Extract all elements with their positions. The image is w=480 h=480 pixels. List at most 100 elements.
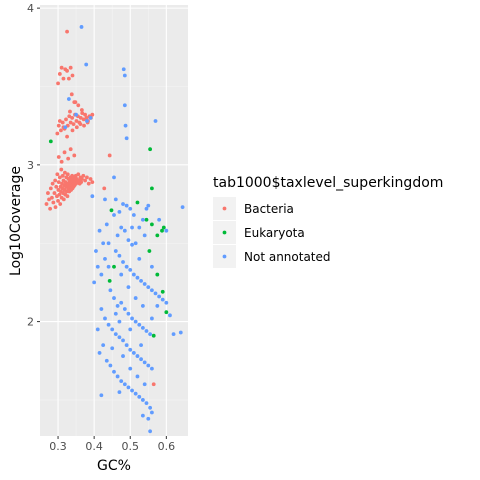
- point-eukaryota: [144, 217, 149, 222]
- point-bacteria: [65, 68, 69, 73]
- point-bacteria: [78, 115, 83, 120]
- point-not-annotated: [92, 280, 97, 285]
- point-not-annotated: [144, 401, 149, 405]
- point-bacteria: [66, 76, 71, 81]
- point-bacteria: [70, 128, 75, 133]
- point-not-annotated: [121, 260, 125, 264]
- point-bacteria: [51, 200, 56, 205]
- point-not-annotated: [153, 291, 158, 296]
- point-not-annotated: [130, 242, 134, 247]
- y-axis-title: Log10Coverage: [8, 166, 24, 276]
- point-bacteria: [57, 175, 62, 180]
- point-eukaryota: [147, 249, 152, 253]
- point-not-annotated: [155, 304, 160, 308]
- point-not-annotated: [131, 272, 136, 277]
- point-bacteria: [68, 65, 73, 70]
- point-bacteria: [59, 65, 64, 70]
- point-not-annotated: [108, 363, 113, 368]
- point-not-annotated: [150, 288, 154, 293]
- point-not-annotated: [135, 275, 140, 280]
- point-bacteria: [84, 115, 89, 120]
- point-not-annotated: [113, 197, 118, 202]
- point-not-annotated: [97, 351, 102, 355]
- point-bacteria: [58, 202, 63, 206]
- point-not-annotated: [171, 332, 176, 337]
- point-not-annotated: [115, 304, 120, 308]
- point-bacteria: [151, 382, 156, 387]
- legend-label-not-annotated: Not annotated: [244, 250, 331, 264]
- point-not-annotated: [128, 267, 133, 272]
- point-not-annotated: [137, 257, 142, 261]
- point-not-annotated: [97, 228, 102, 233]
- point-not-annotated: [126, 385, 131, 390]
- point-bacteria: [56, 155, 61, 159]
- point-not-annotated: [106, 241, 111, 246]
- point-bacteria: [88, 177, 93, 181]
- y-axis: 2 3 4: [27, 2, 40, 329]
- point-bacteria: [59, 167, 64, 172]
- point-eukaryota: [150, 222, 154, 227]
- point-bacteria: [76, 103, 81, 108]
- point-bacteria: [63, 170, 67, 175]
- point-not-annotated: [150, 410, 154, 415]
- point-bacteria: [67, 114, 72, 119]
- point-not-annotated: [112, 175, 116, 180]
- legend-title: tab1000$taxlevel_superkingdom: [213, 175, 443, 191]
- point-not-annotated: [133, 391, 138, 396]
- point-not-annotated: [124, 203, 129, 208]
- point-not-annotated: [117, 319, 122, 324]
- point-bacteria: [74, 125, 79, 130]
- point-not-annotated: [122, 382, 127, 387]
- point-not-annotated: [164, 300, 169, 305]
- legend-label-eukaryota: Eukaryota: [244, 226, 305, 240]
- point-bacteria: [79, 108, 84, 112]
- point-not-annotated: [153, 119, 158, 123]
- point-not-annotated: [139, 357, 143, 362]
- point-not-annotated: [160, 297, 165, 302]
- point-not-annotated: [113, 249, 118, 253]
- point-not-annotated: [99, 393, 104, 398]
- point-not-annotated: [130, 388, 134, 393]
- point-not-annotated: [95, 264, 100, 269]
- point-bacteria: [74, 119, 79, 123]
- point-not-annotated: [103, 197, 107, 202]
- point-bacteria: [55, 172, 60, 177]
- point-bacteria: [44, 202, 49, 206]
- point-not-annotated: [142, 360, 147, 365]
- point-bacteria: [62, 150, 67, 155]
- x-tick-label: 0.5: [121, 440, 139, 453]
- point-bacteria: [61, 76, 66, 81]
- point-not-annotated: [94, 249, 98, 253]
- point-bacteria: [57, 72, 62, 76]
- point-bacteria: [76, 172, 81, 177]
- point-not-annotated: [117, 209, 122, 214]
- point-eukaryota: [160, 289, 165, 294]
- point-not-annotated: [108, 288, 113, 293]
- legend-label-bacteria: Bacteria: [244, 202, 294, 216]
- point-not-annotated: [88, 115, 93, 120]
- point-not-annotated: [128, 366, 133, 371]
- point-bacteria: [56, 81, 60, 86]
- point-not-annotated: [101, 241, 106, 246]
- point-not-annotated: [135, 374, 140, 379]
- point-bacteria: [60, 173, 65, 178]
- point-bacteria: [90, 180, 95, 185]
- point-eukaryota: [155, 272, 160, 277]
- point-not-annotated: [103, 316, 107, 321]
- point-not-annotated: [124, 264, 129, 269]
- x-axis-title: GC%: [97, 458, 131, 474]
- point-not-annotated: [119, 272, 124, 277]
- point-eukaryota: [148, 147, 153, 152]
- point-bacteria: [66, 156, 71, 161]
- point-eukaryota: [160, 228, 164, 233]
- point-not-annotated: [128, 206, 133, 211]
- point-bacteria: [90, 112, 95, 117]
- point-bacteria: [68, 147, 73, 152]
- point-bacteria: [78, 122, 83, 127]
- point-bacteria: [72, 153, 77, 158]
- point-not-annotated: [74, 112, 78, 117]
- point-not-annotated: [110, 327, 115, 332]
- point-not-annotated: [144, 206, 149, 211]
- point-bacteria: [73, 100, 78, 105]
